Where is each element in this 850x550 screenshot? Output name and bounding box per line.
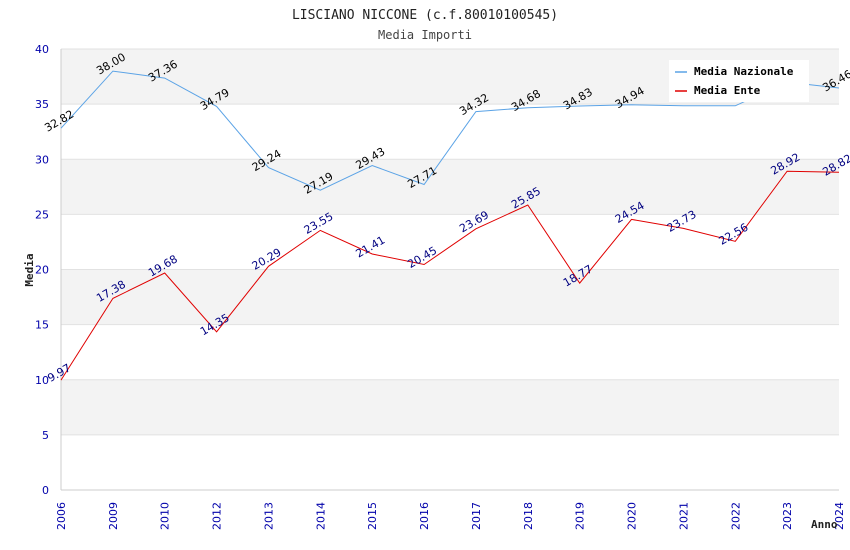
band (61, 434, 839, 490)
x-tick-label: 2006 (55, 502, 68, 530)
chart-subtitle: Media Importi (378, 28, 472, 42)
x-tick-label: 2020 (626, 502, 639, 530)
x-tick-label: 2009 (107, 502, 120, 530)
y-tick-label: 10 (35, 374, 49, 387)
legend-label-media-nazionale: Media Nazionale (694, 65, 794, 78)
chart-title: LISCIANO NICCONE (c.f.80010100545) (292, 8, 558, 23)
x-axis-title: Anno (811, 518, 838, 531)
x-tick-label: 2016 (418, 502, 431, 530)
band (61, 104, 839, 160)
y-tick-label: 0 (42, 484, 49, 497)
x-tick-label: 2014 (314, 502, 327, 530)
x-tick-labels: 2006 2009 2010 2012 2013 2014 2015 2016 2017 2018… (55, 502, 846, 530)
y-tick-label: 25 (35, 208, 49, 221)
x-tick-label: 2019 (574, 502, 587, 530)
x-tick-label: 2023 (781, 502, 794, 530)
band (61, 214, 839, 270)
y-tick-label: 30 (35, 153, 49, 166)
y-tick-label: 15 (35, 319, 49, 332)
x-tick-label: 2015 (366, 502, 379, 530)
series-lines (60, 70, 840, 381)
x-tick-label: 2021 (677, 502, 690, 530)
y-tick-labels: 0 5 10 15 20 25 30 35 40 (35, 43, 49, 497)
legend: Media Nazionale Media Ente (669, 60, 809, 102)
band (61, 379, 839, 435)
y-axis-title: Media (23, 253, 36, 286)
y-tick-label: 35 (35, 98, 49, 111)
x-tick-label: 2010 (159, 502, 172, 530)
y-tick-label: 20 (35, 264, 49, 277)
band (61, 159, 839, 215)
x-tick-label: 2013 (262, 502, 275, 530)
y-tick-label: 5 (42, 429, 49, 442)
x-tick-label: 2017 (470, 502, 483, 530)
series-line-media-ente (60, 170, 840, 381)
x-tick-label: 2024 (833, 502, 846, 530)
series-line-media-nazionale (60, 70, 840, 191)
x-tick-label: 2022 (729, 502, 742, 530)
legend-label-media-ente: Media Ente (694, 84, 761, 97)
plot-background-bands (61, 49, 839, 490)
x-tick-label: 2012 (211, 502, 224, 530)
x-tick-label: 2018 (522, 502, 535, 530)
legend-box (669, 60, 809, 102)
band (61, 324, 839, 380)
band (61, 269, 839, 325)
y-tick-label: 40 (35, 43, 49, 56)
